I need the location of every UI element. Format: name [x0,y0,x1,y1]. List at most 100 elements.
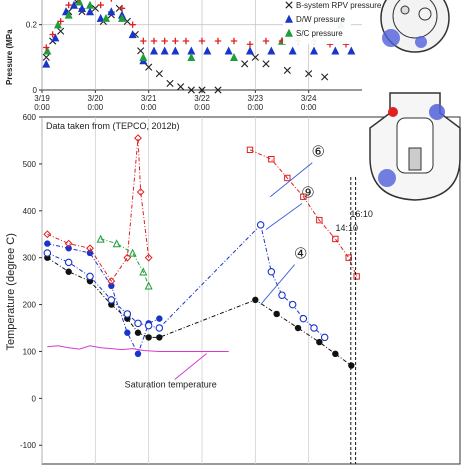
temperature-point [316,216,323,224]
temperature-point [64,239,73,248]
pressure-point [78,0,80,2]
pressure-point [51,33,60,42]
temperature-point [256,221,265,229]
pressure-point [251,53,259,61]
temperature-point [43,249,52,257]
temperature-point [268,156,275,163]
temperature-point [278,291,286,299]
pressure-x-tick-label: 3/19 [34,94,50,103]
temperature-point [139,267,148,276]
temperature-y-axis-label: Temperature (degree C) [5,233,17,350]
annotation-pointer [174,353,207,380]
pressure-point [187,86,195,94]
pressure-point [187,53,196,62]
pressure-point [241,60,249,68]
temperature-point [44,240,51,247]
pressure-legend-label: S/C pressure [296,29,343,38]
pressure-point [155,70,163,78]
pressure-point [214,86,222,94]
pressure-legend-marker [284,14,294,23]
pressure-point [49,31,56,38]
pressure-point [203,46,212,55]
pressure-point [172,37,179,45]
pressure-point [161,37,168,45]
pressure-point [262,37,270,45]
saturation-temperature-label: Saturation temperature [125,379,217,389]
temperature-y-tick-label: 500 [23,160,37,169]
temperature-point [134,134,142,143]
pressure-point [198,37,206,45]
pressure-y-tick-label: 0 [33,86,38,95]
pressure-point [262,60,270,68]
pressure-y-axis-label: Pressure (MPa [5,29,14,85]
temperature-point [310,324,318,332]
temperature-series [47,345,229,352]
pressure-point [160,46,169,55]
temperature-point [65,268,72,275]
temperature-point [353,273,360,280]
pressure-point [177,83,185,91]
temperature-point [124,329,131,336]
pressure-point [43,46,52,55]
temperature-point [267,267,276,276]
pressure-x-tick-label: 3/21 [141,94,157,103]
pressure-x-tick-label: 3/24 [301,94,317,103]
temperature-point [43,230,52,239]
temperature-point [300,193,307,200]
pressure-point [75,0,84,6]
pressure-legend-marker [285,1,293,9]
temperature-point [108,282,115,290]
annotation-label: ⑨ [301,185,314,202]
temperature-point [134,350,142,358]
pressure-point [42,59,51,68]
temperature-series-line [47,345,229,352]
pressure-point [96,13,105,22]
pressure-x-tick-label: 0:00 [301,103,317,112]
pressure-point [57,27,65,35]
pressure-point [128,30,137,39]
pressure-point [150,37,158,45]
pressure-point [43,44,50,51]
pressure-point [230,37,238,45]
temperature-point [316,338,323,346]
pressure-x-tick-label: 0:00 [88,103,104,112]
temperature-point [86,249,94,257]
temperature-y-tick-label: -100 [20,441,37,450]
temperature-point [128,248,137,257]
pressure-legend-box [283,0,351,44]
pressure-point [214,37,222,45]
pressure-point [123,17,131,25]
pressure-legend: B-system RPV pressure D/W pressure S/C pre… [283,0,382,44]
temperature-point [136,188,145,196]
temperature-series-line [47,257,352,366]
pressure-series [42,0,356,68]
temperature-y-tick-label: 600 [23,113,37,122]
pressure-x-tick-label: 0:00 [141,103,157,112]
reactor-diagram-bottom [369,92,461,201]
temperature-point [273,310,280,318]
pressure-x-tick-label: 0:00 [194,103,210,112]
temperature-y-tick-label: 0 [32,394,37,403]
temperature-point [345,254,352,261]
temperature-point [332,235,339,243]
temperature-point [284,174,291,182]
pressure-x-tick-label: 3/23 [248,94,264,103]
temperature-point [156,334,163,341]
temperature-point [348,362,355,369]
temperature-y-tick-label: 200 [23,301,37,310]
pressure-point [53,20,63,29]
pressure-point [245,46,255,55]
temperature-point [107,277,116,286]
annotation-label: ④ [294,246,307,263]
temperature-series-line [100,238,150,286]
temperature-point [294,324,302,332]
pressure-point [110,0,112,2]
pressure-legend-marker [284,28,294,37]
pressure-point [85,7,95,16]
pressure-y-tick-label: 0.2 [26,21,38,30]
temperature-point [107,296,116,304]
pressure-plot: 3/190:003/200:003/210:003/220:003/230:00… [5,0,382,112]
pressure-point [57,18,64,25]
temperature-point [252,296,259,304]
